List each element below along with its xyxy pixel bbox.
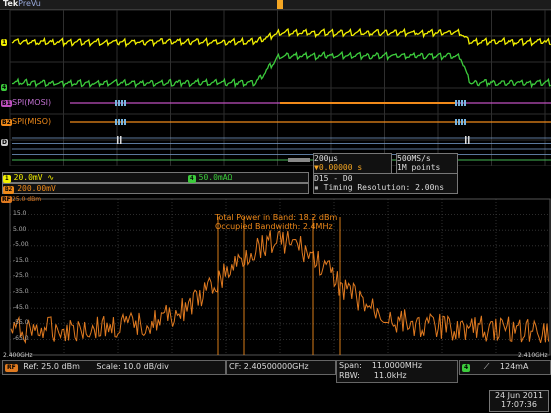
horizontal-scale: 200μs [314, 154, 339, 163]
digital-channels: D15 - D0 [314, 174, 353, 183]
trigger-level: 124mA [499, 362, 529, 371]
x-min-label: 2.400GHz [3, 352, 33, 359]
rising-edge-icon: ⟋ [483, 362, 490, 371]
span-value: 11.0000MHz [371, 361, 423, 370]
spectrum-ref-level: 25.0 dBm [12, 196, 42, 203]
bus-miso-label: SPI(MISO) [12, 117, 52, 126]
channel-readout-row2[interactable]: B2 200.00mV [2, 183, 309, 194]
y-tick-label: -15.0 [13, 256, 29, 264]
record-length: 1M points [397, 163, 441, 172]
ch4-marker[interactable]: 4 [1, 84, 8, 91]
rbw-value: 11.0kHz [373, 371, 407, 380]
digital-readout[interactable]: D15 - D0 ▪ Timing Resolution: 2.00ns [313, 173, 458, 194]
center-frequency[interactable]: CF: 2.40500000GHz [226, 360, 336, 375]
rf-ref-scale[interactable]: RF Ref: 25.0 dBm Scale: 10.0 dB/div [2, 360, 226, 375]
spectrum-graticule[interactable] [0, 195, 551, 360]
occupied-bandwidth: Occupied Bandwidth: 2.4MHz [215, 222, 333, 231]
ref-badge: B2 [3, 186, 15, 194]
y-tick-label: 15.0 [13, 210, 27, 217]
rf-badge: RF [5, 364, 18, 372]
span-label: Span: [339, 361, 362, 370]
time-domain-graticule[interactable] [0, 10, 551, 166]
sample-rate: 500MS/s [397, 154, 431, 163]
horizontal-readout[interactable]: 200μs ▼0.00000 s [313, 153, 392, 174]
ch1-scale: 20.0mV [13, 173, 43, 182]
y-tick-label: -45.0 [13, 303, 29, 311]
bus2-marker[interactable]: B2 [1, 119, 12, 126]
y-tick-label: -5.00 [13, 241, 29, 249]
trigger-source-badge: 4 [462, 364, 471, 372]
span-rbw[interactable]: Span: 11.0000MHz RBW: 11.0kHz [336, 360, 458, 383]
ch1-marker[interactable]: 1 [1, 39, 8, 46]
rf-readout-bar[interactable]: RF Ref: 25.0 dBm Scale: 10.0 dB/div CF: … [0, 360, 551, 383]
y-tick-label: -65.0 [13, 334, 29, 342]
x-max-label: 2.410GHz [518, 352, 548, 359]
rf-marker[interactable]: RF [1, 196, 12, 203]
trigger-readout[interactable]: 4 ⟋ 124mA [459, 360, 551, 375]
bus-mosi-label: SPI(MOSI) [12, 98, 52, 107]
rf-ref: Ref: 25.0 dBm [23, 362, 80, 371]
y-tick-label: 5.00 [13, 225, 27, 233]
ch4-badge: 4 [188, 175, 196, 183]
y-tick-label: -55.0 [13, 319, 29, 327]
timing-icon: ▪ [314, 183, 324, 192]
channel-readout-row1[interactable]: 1 20.0mV ∿ 4 50.0mAΩ [2, 172, 309, 183]
digital-marker[interactable]: D [1, 139, 8, 146]
status-bar: TekPreVu [0, 0, 551, 10]
ohm-icon: Ω [227, 173, 233, 182]
acquisition-readout[interactable]: 500MS/s 1M points [396, 153, 458, 174]
timing-resolution: ▪ Timing Resolution: 2.00ns [314, 183, 445, 192]
date-time: 24 Jun 2011 17:07:36 [489, 390, 549, 412]
total-power: Total Power in Band: 18.2 dBm [215, 213, 338, 222]
rbw-label: RBW: [339, 371, 360, 380]
ref-scale: 200.00mV [17, 184, 56, 193]
rf-scale: Scale: 10.0 dB/div [96, 362, 169, 371]
y-tick-label: -35.0 [13, 288, 29, 295]
ch1-bw-icon: ∿ [42, 173, 55, 182]
bus1-marker[interactable]: B1 [1, 100, 12, 107]
ch1-badge: 1 [3, 175, 11, 183]
spectrum-measurements: Total Power in Band: 18.2 dBm Occupied B… [215, 213, 395, 231]
brand-logo: TekPreVu [3, 0, 41, 8]
trigger-position-marker[interactable] [277, 0, 283, 9]
ch4-scale: 50.0mA [198, 173, 228, 182]
y-tick-label: -25.0 [13, 272, 29, 280]
trigger-position: ▼0.00000 s [314, 163, 363, 172]
